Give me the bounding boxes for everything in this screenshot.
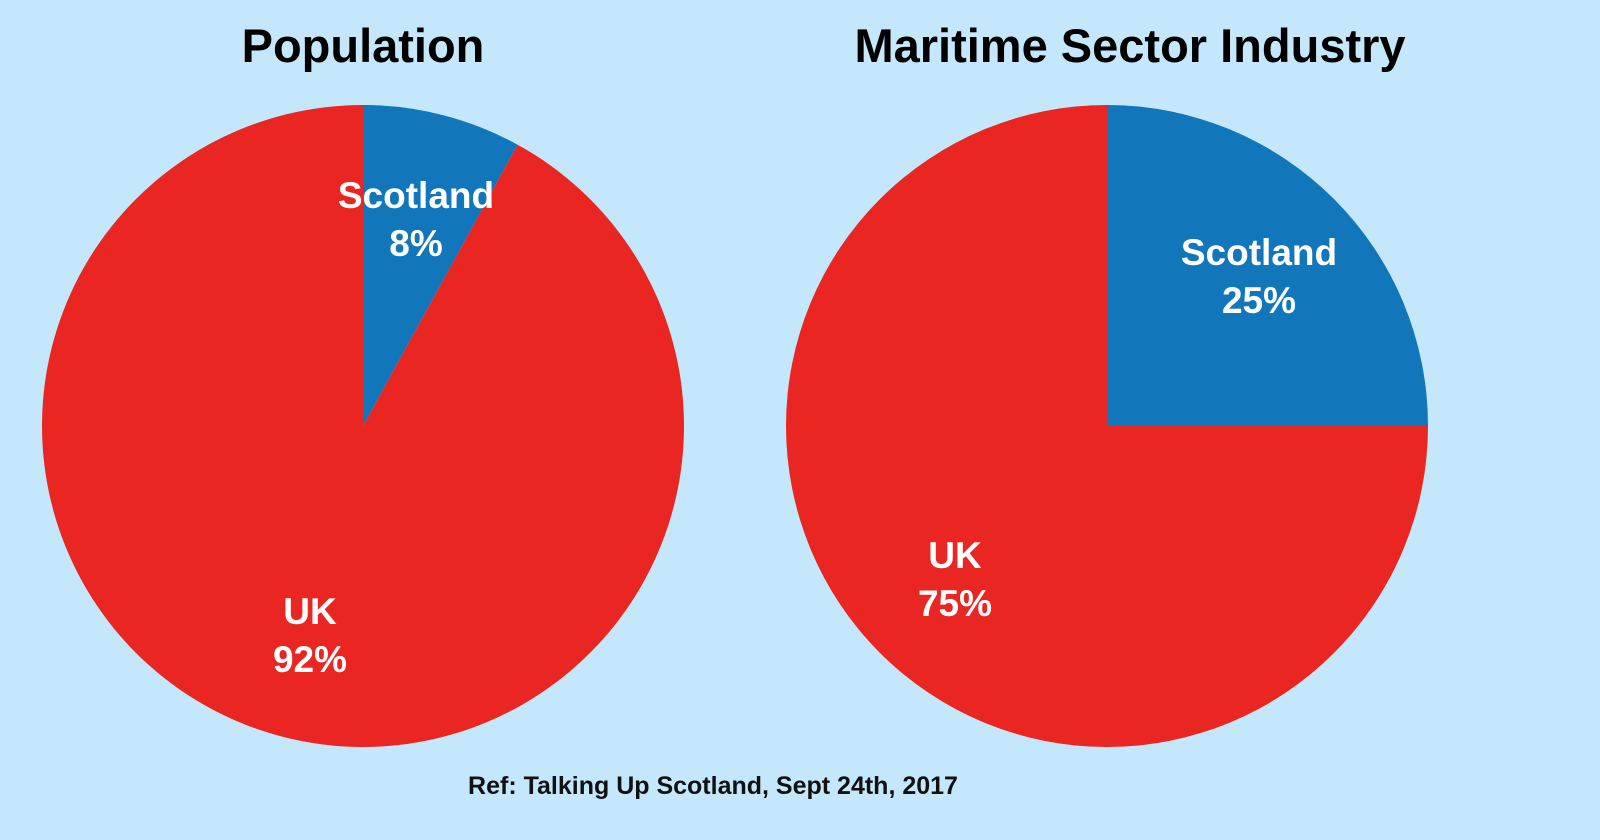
source-reference: Ref: Talking Up Scotland, Sept 24th, 201… [468,772,958,800]
slice-label-scotland: Scotland [338,175,494,216]
slice-value-scotland: 25% [1222,280,1296,321]
slice-value-scotland: 8% [389,223,442,264]
pie-slice-uk [41,105,684,747]
slice-label-uk: UK [283,591,337,632]
pie-slice-scotland [1107,105,1428,426]
maritime-chart-title: Maritime Sector Industry [854,19,1406,72]
slice-label-uk: UK [928,535,982,576]
slice-value-uk: 75% [918,583,992,624]
pie-0: Scotland 8% UK 92% [41,105,684,747]
pie-slice-uk [786,105,1428,747]
population-chart-title: Population [241,19,485,72]
pie-1: Scotland 25% UK 75% [786,105,1428,747]
slice-label-scotland: Scotland [1181,232,1337,273]
slice-value-uk: 92% [273,639,347,680]
pie-slice-scotland [363,105,518,426]
